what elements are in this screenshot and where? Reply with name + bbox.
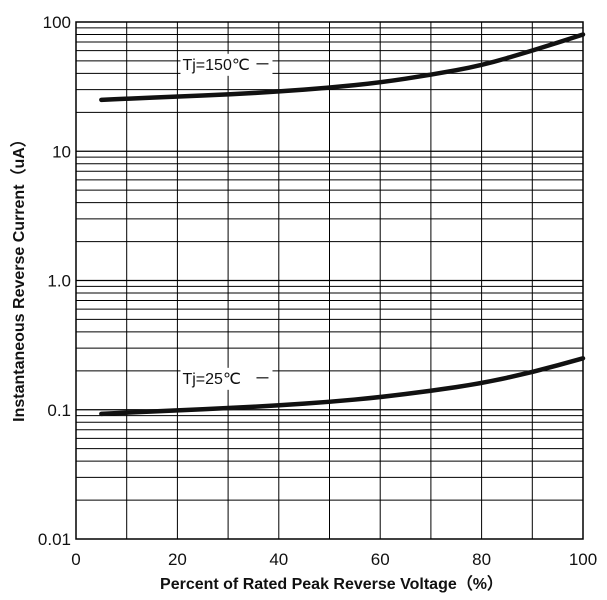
- series-label-1: Tj=25℃: [182, 371, 240, 388]
- x-tick-label: 0: [71, 550, 80, 569]
- x-tick-label: 40: [269, 550, 288, 569]
- x-tick-labels: 0 20 40 60 80 100: [71, 550, 597, 569]
- y-tick-labels: 0.01 0.1 1.0 10 100: [38, 13, 71, 549]
- y-tick-label: 1.0: [47, 272, 71, 291]
- y-tick-label: 0.1: [47, 401, 71, 420]
- series-line-1: [99, 356, 586, 417]
- y-axis-title: Instantaneous Reverse Current（uA）: [10, 131, 28, 422]
- curves: [99, 32, 586, 417]
- series-label-bg-0: [180, 53, 273, 76]
- plot-frame: [75, 21, 584, 540]
- y-tick-label: 100: [43, 13, 71, 32]
- y-tick-label: 0.01: [38, 530, 71, 549]
- curve-labels: Tj=150℃ Tj=25℃: [180, 53, 273, 390]
- series-line-0: [99, 32, 586, 103]
- x-tick-label: 60: [371, 550, 390, 569]
- x-tick-label: 80: [472, 550, 491, 569]
- series-label-bg-1: [180, 367, 273, 390]
- y-tick-label: 10: [52, 142, 71, 161]
- x-axis-title: Percent of Rated Peak Reverse Voltage（%）: [160, 575, 503, 593]
- series-label-0: Tj=150℃: [182, 57, 249, 74]
- grid: [76, 22, 583, 539]
- x-tick-label: 100: [569, 550, 597, 569]
- x-tick-label: 20: [168, 550, 187, 569]
